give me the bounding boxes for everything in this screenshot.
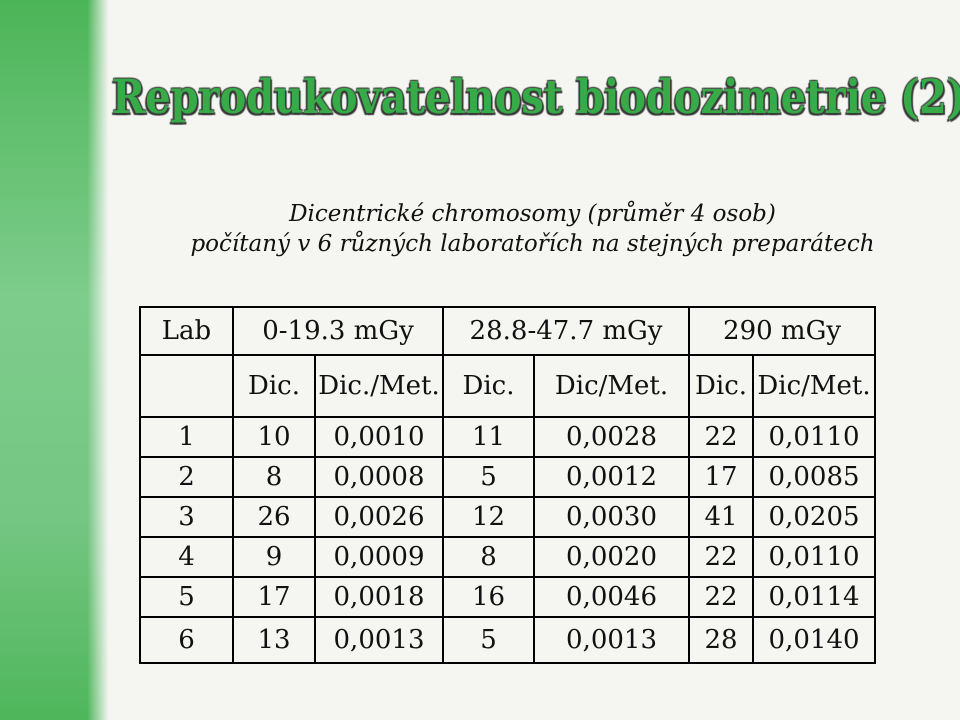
value-cell: 0,0013 bbox=[533, 616, 691, 664]
value-cell: 17 bbox=[232, 576, 316, 618]
group-header-cell: 0-19.3 mGy bbox=[231, 306, 445, 356]
value-cell: 0,0114 bbox=[752, 576, 877, 618]
value-cell: 0,0018 bbox=[313, 576, 445, 618]
slide-title: Reprodukovatelnost biodozimetrie (2) bbox=[112, 70, 960, 125]
table-body: 1 10 0,0010 11 0,0028 22 0,0110 2 8 0,0008 5 0,0012… bbox=[139, 416, 877, 664]
value-cell: 41 bbox=[688, 496, 755, 538]
group-header-cell: 290 mGy bbox=[688, 306, 877, 356]
lab-cell: 3 bbox=[139, 496, 234, 538]
value-cell: 22 bbox=[688, 536, 755, 578]
left-accent-bar bbox=[0, 0, 112, 720]
value-cell: 28 bbox=[688, 616, 755, 664]
value-cell: 22 bbox=[688, 416, 755, 458]
value-cell: 9 bbox=[232, 536, 316, 578]
value-cell: 0,0028 bbox=[533, 416, 691, 458]
value-cell: 0,0013 bbox=[313, 616, 445, 664]
value-cell: 0,0010 bbox=[313, 416, 445, 458]
results-table: Lab 0-19.3 mGy 28.8-47.7 mGy 290 mGy Dic. Di… bbox=[139, 306, 877, 664]
sub-header-cell: Dic/Met. bbox=[533, 354, 691, 418]
table-row: 3 26 0,0026 12 0,0030 41 0,0205 bbox=[139, 496, 877, 538]
sub-header-cell: Dic. bbox=[688, 354, 755, 418]
table-row: 5 17 0,0018 16 0,0046 22 0,0114 bbox=[139, 576, 877, 618]
value-cell: 26 bbox=[232, 496, 316, 538]
sub-header-cell: Dic./Met. bbox=[313, 354, 445, 418]
value-cell: 12 bbox=[442, 496, 536, 538]
table-row: 6 13 0,0013 5 0,0013 28 0,0140 bbox=[139, 616, 877, 664]
value-cell: 0,0030 bbox=[533, 496, 691, 538]
lab-cell: 6 bbox=[139, 616, 234, 664]
value-cell: 11 bbox=[442, 416, 536, 458]
table-row: 4 9 0,0009 8 0,0020 22 0,0110 bbox=[139, 536, 877, 578]
value-cell: 0,0205 bbox=[752, 496, 877, 538]
sub-header-cell bbox=[139, 354, 234, 418]
value-cell: 0,0140 bbox=[752, 616, 877, 664]
value-cell: 0,0046 bbox=[533, 576, 691, 618]
sub-header-row: Dic. Dic./Met. Dic. Dic/Met. Dic. Dic/Met. bbox=[139, 354, 877, 418]
value-cell: 0,0009 bbox=[313, 536, 445, 578]
value-cell: 0,0085 bbox=[752, 456, 877, 498]
value-cell: 13 bbox=[232, 616, 316, 664]
sub-header-cell: Dic. bbox=[232, 354, 316, 418]
value-cell: 22 bbox=[688, 576, 755, 618]
value-cell: 10 bbox=[232, 416, 316, 458]
value-cell: 0,0110 bbox=[752, 536, 877, 578]
table-row: 2 8 0,0008 5 0,0012 17 0,0085 bbox=[139, 456, 877, 498]
value-cell: 8 bbox=[232, 456, 316, 498]
table-head: Lab 0-19.3 mGy 28.8-47.7 mGy 290 mGy Dic. Di… bbox=[139, 306, 877, 418]
value-cell: 16 bbox=[442, 576, 536, 618]
value-cell: 5 bbox=[442, 616, 536, 664]
group-header-cell: 28.8-47.7 mGy bbox=[442, 306, 691, 356]
lab-cell: 4 bbox=[139, 536, 234, 578]
value-cell: 0,0110 bbox=[752, 416, 877, 458]
subtitle-line-1: Dicentrické chromosomy (průměr 4 osob) bbox=[289, 201, 776, 227]
table-row: 1 10 0,0010 11 0,0028 22 0,0110 bbox=[139, 416, 877, 458]
value-cell: 0,0020 bbox=[533, 536, 691, 578]
value-cell: 5 bbox=[442, 456, 536, 498]
group-header-row: Lab 0-19.3 mGy 28.8-47.7 mGy 290 mGy bbox=[139, 306, 877, 356]
lab-cell: 5 bbox=[139, 576, 234, 618]
sub-header-cell: Dic/Met. bbox=[752, 354, 877, 418]
value-cell: 0,0026 bbox=[313, 496, 445, 538]
lab-cell: 2 bbox=[139, 456, 234, 498]
value-cell: 8 bbox=[442, 536, 536, 578]
slide-subtitle: Dicentrické chromosomy (průměr 4 osob) p… bbox=[105, 199, 960, 260]
value-cell: 17 bbox=[688, 456, 755, 498]
value-cell: 0,0008 bbox=[313, 456, 445, 498]
sub-header-cell: Dic. bbox=[442, 354, 536, 418]
subtitle-line-2: počítaný v 6 různých laboratořích na ste… bbox=[190, 231, 875, 258]
group-header-cell: Lab bbox=[139, 306, 234, 356]
lab-cell: 1 bbox=[139, 416, 234, 458]
value-cell: 0,0012 bbox=[533, 456, 691, 498]
